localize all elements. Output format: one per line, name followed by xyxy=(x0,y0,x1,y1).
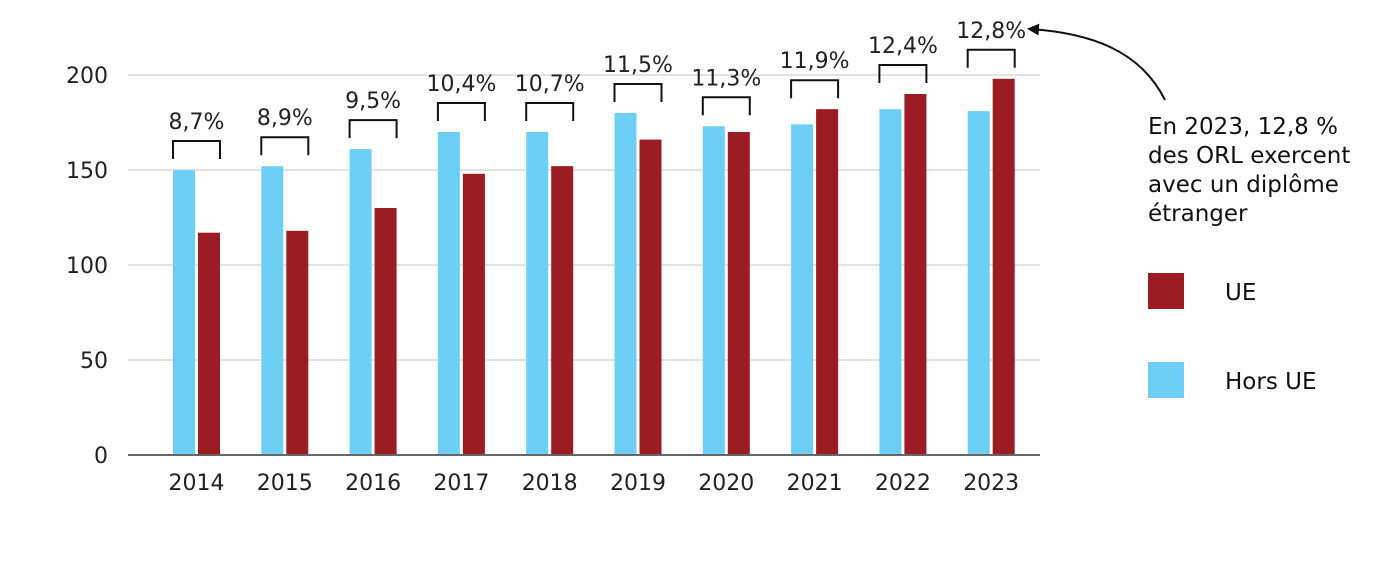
x-tick-label-2015: 2015 xyxy=(257,471,313,496)
bracket-2015 xyxy=(260,136,310,156)
y-tick-label: 0 xyxy=(94,444,108,469)
bracket-2023 xyxy=(966,48,1016,68)
bracket-2018 xyxy=(525,102,575,121)
bar-ue-2015 xyxy=(286,230,309,455)
bar-hors-ue-2015 xyxy=(261,166,284,455)
bar-hors-ue-2017 xyxy=(437,132,460,455)
annotation-line-2: des ORL exercent xyxy=(1148,143,1350,169)
x-tick-label-2017: 2017 xyxy=(433,471,489,496)
percent-label-2019: 11,5% xyxy=(603,53,673,78)
bar-hors-ue-2022 xyxy=(879,109,902,455)
bar-ue-2022 xyxy=(904,94,927,455)
x-tick-label-2021: 2021 xyxy=(787,471,843,496)
percent-label-2023: 12,8% xyxy=(956,19,1026,44)
bracket-2020 xyxy=(701,96,751,116)
x-tick-label-2016: 2016 xyxy=(345,471,401,496)
x-tick-label-2023: 2023 xyxy=(963,471,1019,496)
percent-label-2020: 11,3% xyxy=(691,66,761,91)
bracket-2017 xyxy=(436,102,486,121)
x-axis-ticks: 2014 2015 2016 2017 2018 2019 2020 2021 2022 2023 xyxy=(169,471,1020,496)
annotation-text: En 2023, 12,8 % des ORL exercent avec un… xyxy=(1148,114,1350,227)
x-tick-label-2018: 2018 xyxy=(522,471,578,496)
percent-label-2017: 10,4% xyxy=(426,72,496,97)
bar-ue-2018 xyxy=(551,166,574,455)
annotation-line-1: En 2023, 12,8 % xyxy=(1148,114,1338,140)
bar-ue-2016 xyxy=(374,208,397,455)
annotation-line-3: avec un diplôme xyxy=(1148,172,1339,198)
x-tick-label-2019: 2019 xyxy=(610,471,666,496)
percent-label-2016: 9,5% xyxy=(345,89,401,114)
bracket-2016 xyxy=(348,119,398,139)
x-tick-label-2022: 2022 xyxy=(875,471,931,496)
y-tick-label: 150 xyxy=(66,159,108,184)
legend-label-ue: UE xyxy=(1225,280,1256,306)
bar-ue-2014 xyxy=(198,232,220,455)
bracket-2014 xyxy=(172,140,221,159)
legend-swatch-hors-ue xyxy=(1148,362,1184,398)
y-axis-ticks: 0 50 100 150 200 xyxy=(66,64,108,469)
bar-hors-ue-2023 xyxy=(967,111,990,455)
percent-label-2022: 12,4% xyxy=(868,34,938,59)
bar-ue-2021 xyxy=(816,109,839,455)
legend-label-hors-ue: Hors UE xyxy=(1225,369,1316,395)
legend: UE Hors UE xyxy=(1148,273,1316,398)
bracket-2022 xyxy=(878,64,928,83)
y-tick-label: 50 xyxy=(80,349,108,374)
bar-hors-ue-2020 xyxy=(702,126,725,456)
bar-hors-ue-2021 xyxy=(791,124,814,456)
x-tick-label-2020: 2020 xyxy=(698,471,754,496)
percent-label-2014: 8,7% xyxy=(169,110,225,135)
x-tick-label-2014: 2014 xyxy=(169,471,225,496)
bar-ue-2023 xyxy=(992,78,1015,456)
bar-ue-2017 xyxy=(462,173,485,456)
annotation-arrow xyxy=(1027,23,1166,101)
bar-hors-ue-2019 xyxy=(614,113,637,455)
y-tick-label: 200 xyxy=(66,64,108,89)
y-tick-label: 100 xyxy=(66,254,108,279)
bar-hors-ue-2014 xyxy=(173,170,195,455)
percent-label-2018: 10,7% xyxy=(515,72,585,97)
bracket-2019 xyxy=(613,83,663,102)
bars xyxy=(173,78,1015,456)
percent-label-2015: 8,9% xyxy=(257,106,313,131)
legend-swatch-ue xyxy=(1148,273,1184,309)
annotation-line-4: étranger xyxy=(1148,201,1248,227)
bracket-2021 xyxy=(790,79,840,99)
bar-hors-ue-2016 xyxy=(349,149,372,455)
percent-label-2021: 11,9% xyxy=(780,49,850,74)
bar-ue-2020 xyxy=(727,132,750,455)
percent-brackets: 8,7% 8,9% 9,5% 10,4% 10,7% 11,5% 11,3% 11,9% 12,… xyxy=(169,19,1026,159)
bar-ue-2019 xyxy=(639,139,662,455)
bar-hors-ue-2018 xyxy=(526,132,549,455)
